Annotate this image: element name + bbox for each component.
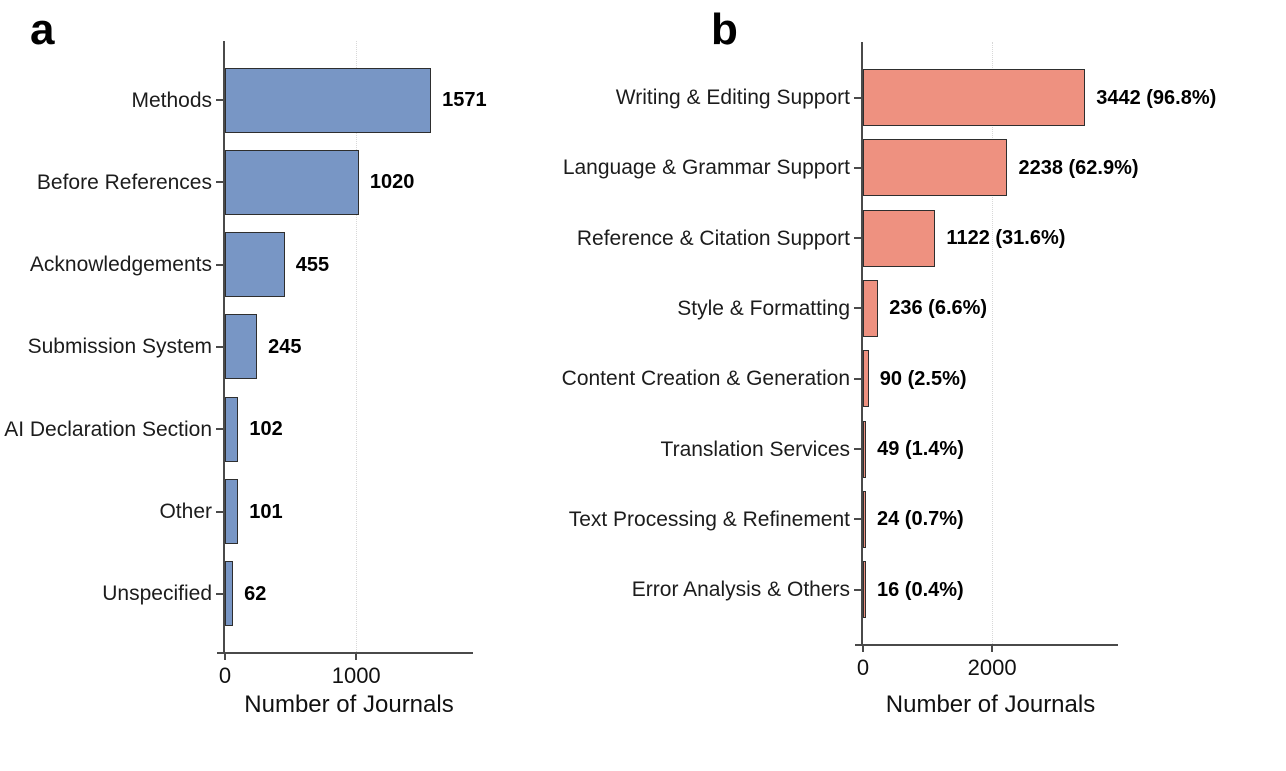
x-tick-label: 2000 — [967, 655, 1017, 680]
category-label: Writing & Editing Support — [615, 86, 850, 109]
value-label: 1571 — [442, 89, 487, 111]
y-axis-tick — [216, 345, 223, 348]
x-axis-line — [217, 652, 473, 654]
value-label: 62 — [244, 582, 267, 605]
category-label: Style & Formatting — [677, 296, 850, 320]
y-axis-tick — [216, 263, 223, 266]
bar — [225, 232, 285, 298]
y-axis-tick — [216, 181, 223, 184]
x-tick-label: 0 — [218, 663, 232, 688]
bar — [863, 490, 866, 548]
x-tick-label: 1000 — [331, 663, 381, 688]
bar — [225, 314, 258, 380]
value-label: 24 (0.7%) — [877, 508, 964, 531]
category-label: Other — [159, 500, 212, 523]
y-axis-tick — [216, 99, 223, 101]
y-axis-line — [223, 41, 225, 654]
x-axis-line — [855, 644, 1118, 646]
y-axis-tick — [854, 307, 861, 310]
value-label: 455 — [295, 253, 330, 276]
category-label: Language & Grammar Support — [562, 156, 850, 180]
value-label: 1020 — [369, 171, 415, 194]
x-axis-tick — [224, 654, 226, 660]
category-label: Methods — [131, 88, 212, 112]
bar — [863, 209, 936, 267]
value-label: 1122 (31.6%) — [946, 227, 1066, 250]
value-label: 245 — [268, 335, 302, 358]
category-label: Translation Services — [660, 437, 850, 461]
y-axis-line — [861, 42, 863, 646]
category-label: Error Analysis & Others — [631, 578, 850, 602]
bar — [225, 149, 359, 215]
value-label: 49 (1.4%) — [877, 438, 964, 460]
category-label: Reference & Citation Support — [576, 226, 850, 250]
x-axis-title: Number of Journals — [244, 691, 454, 718]
gridline — [356, 41, 358, 652]
y-axis-tick — [854, 237, 861, 240]
y-axis-tick — [854, 96, 861, 99]
x-axis-tick — [862, 646, 864, 652]
value-label: 90 (2.5%) — [879, 367, 967, 390]
bar — [225, 479, 239, 544]
y-axis-tick — [854, 518, 861, 521]
x-axis-tick — [991, 646, 994, 652]
category-label: Acknowledgements — [29, 253, 212, 277]
bar — [863, 350, 869, 408]
y-axis-tick — [216, 592, 223, 595]
bar — [225, 67, 432, 133]
value-label: 101 — [249, 500, 283, 523]
y-axis-tick — [854, 166, 861, 169]
category-label: Text Processing & Refinement — [568, 507, 850, 531]
bar — [863, 561, 866, 619]
category-label: AI Declaration Section — [4, 417, 212, 441]
x-axis-tick — [355, 654, 358, 660]
bar — [863, 420, 867, 478]
category-label: Submission System — [27, 335, 212, 359]
bar — [225, 396, 239, 462]
value-label: 102 — [249, 418, 283, 441]
bar — [863, 279, 879, 337]
y-axis-tick — [854, 377, 861, 380]
y-axis-tick — [216, 428, 223, 431]
category-label: Content Creation & Generation — [561, 367, 850, 391]
bar — [863, 139, 1008, 197]
x-axis-title: Number of Journals — [885, 691, 1096, 718]
panel-b-label: b — [711, 5, 738, 54]
x-tick-label: 0 — [856, 655, 870, 680]
value-label: 236 (6.6%) — [889, 297, 988, 320]
category-label: Before References — [36, 170, 212, 194]
y-axis-tick — [854, 448, 861, 450]
value-label: 2238 (62.9%) — [1018, 156, 1139, 179]
value-label: 16 (0.4%) — [877, 578, 964, 601]
panel-a-label: a — [30, 5, 55, 54]
gridline — [992, 42, 994, 644]
bar — [863, 69, 1086, 126]
value-label: 3442 (96.8%) — [1096, 86, 1217, 109]
category-label: Unspecified — [102, 582, 212, 606]
y-axis-tick — [216, 510, 223, 513]
bar — [225, 561, 234, 627]
y-axis-tick — [854, 588, 861, 591]
